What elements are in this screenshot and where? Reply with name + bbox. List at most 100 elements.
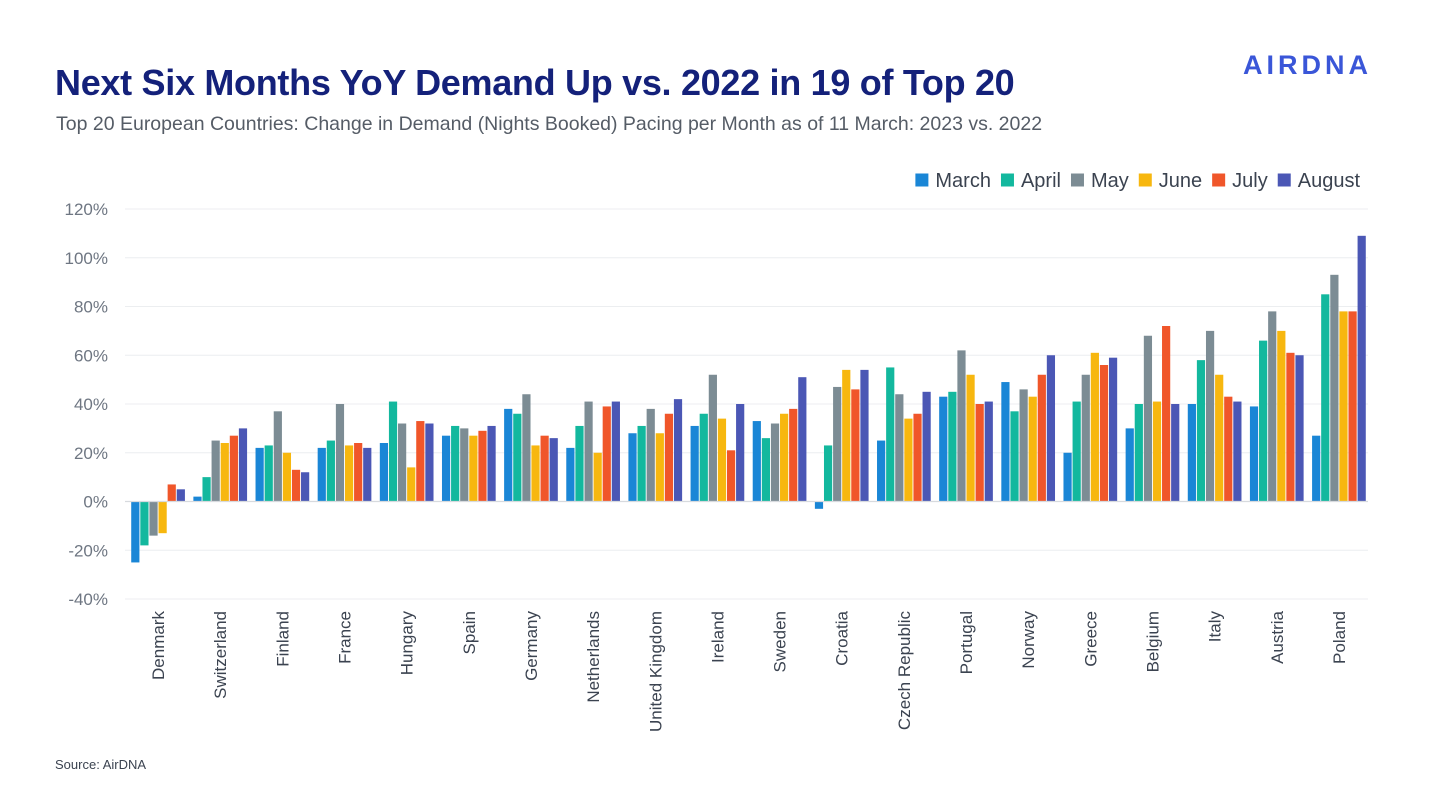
- bar-august-sweden: [798, 377, 807, 502]
- bar-august-belgium: [1171, 404, 1180, 502]
- legend-swatch-july: [1212, 173, 1226, 187]
- bar-march-poland: [1312, 435, 1321, 502]
- bar-august-germany: [549, 438, 558, 502]
- bar-may-belgium: [1143, 335, 1153, 502]
- legend-swatch-may: [1070, 173, 1084, 187]
- y-tick-label: -40%: [68, 590, 108, 609]
- bar-june-switzerland: [220, 443, 229, 502]
- x-category-label: Germany: [522, 611, 541, 681]
- legend-label-august: August: [1298, 170, 1361, 192]
- bar-march-sweden: [752, 421, 761, 502]
- y-tick-label: 120%: [65, 200, 108, 219]
- x-category-label: Spain: [460, 611, 479, 654]
- bars: [131, 235, 1366, 563]
- bar-july-hungary: [416, 421, 425, 502]
- bar-august-croatia: [860, 369, 869, 502]
- bar-may-hungary: [398, 423, 407, 502]
- y-tick-label: 20%: [74, 444, 108, 463]
- bar-august-poland: [1357, 235, 1366, 502]
- x-category-label: Denmark: [149, 611, 168, 680]
- gridlines: [125, 208, 1368, 600]
- bar-march-finland: [255, 447, 264, 502]
- bar-april-france: [326, 440, 335, 502]
- x-category-label: Greece: [1081, 611, 1100, 667]
- bar-march-denmark: [131, 501, 140, 563]
- bar-august-portugal: [984, 401, 993, 502]
- bar-july-united-kingdom: [664, 413, 674, 502]
- bar-august-czech-republic: [922, 391, 931, 502]
- bar-march-belgium: [1125, 428, 1134, 502]
- bar-may-switzerland: [211, 440, 220, 502]
- legend-swatch-april: [1000, 173, 1014, 187]
- bar-july-czech-republic: [913, 413, 922, 502]
- legend-label-april: April: [1021, 170, 1061, 192]
- bar-march-greece: [1063, 452, 1072, 502]
- x-category-label: Norway: [1019, 611, 1038, 669]
- bar-may-france: [335, 404, 345, 502]
- x-category-label: Czech Republic: [895, 611, 914, 731]
- bar-july-italy: [1224, 396, 1233, 502]
- x-category-label: Finland: [273, 611, 292, 667]
- chart-title: Next Six Months YoY Demand Up vs. 2022 i…: [55, 62, 1015, 103]
- bar-april-ireland: [699, 413, 708, 502]
- bar-july-greece: [1099, 365, 1109, 502]
- x-category-label: Hungary: [398, 611, 417, 676]
- bar-may-portugal: [957, 350, 966, 502]
- x-category-label: Netherlands: [584, 611, 603, 703]
- bar-june-croatia: [842, 369, 851, 502]
- y-axis-tick-labels: -40% -20% 0% 20% 40% 60% 80% 100% 120%: [65, 200, 108, 609]
- bar-july-austria: [1286, 352, 1295, 502]
- x-category-label: Belgium: [1143, 611, 1162, 672]
- x-axis-category-labels: Denmark Switzerland Finland France Hungary Sp…: [149, 610, 1349, 732]
- bar-august-greece: [1108, 357, 1118, 502]
- bar-july-poland: [1348, 311, 1357, 502]
- bar-june-norway: [1028, 396, 1037, 502]
- bar-july-germany: [540, 435, 549, 502]
- bar-august-france: [363, 447, 372, 502]
- bar-april-austria: [1259, 340, 1268, 502]
- bar-april-hungary: [388, 401, 398, 502]
- airdna-logo: AIRDNA: [1243, 50, 1372, 80]
- bar-july-norway: [1037, 374, 1046, 502]
- bar-april-united-kingdom: [637, 425, 646, 502]
- bar-june-netherlands: [593, 452, 602, 502]
- bar-july-netherlands: [602, 406, 611, 502]
- bar-march-united-kingdom: [628, 433, 637, 502]
- bar-march-croatia: [814, 501, 824, 509]
- bar-may-poland: [1330, 274, 1339, 502]
- bar-june-germany: [531, 445, 540, 502]
- bar-july-ireland: [726, 450, 736, 502]
- chart-subtitle: Top 20 European Countries: Change in Dem…: [56, 113, 1043, 135]
- bar-june-united-kingdom: [655, 433, 664, 502]
- y-tick-label: 0%: [83, 493, 108, 512]
- bar-august-netherlands: [611, 401, 620, 502]
- bar-march-czech-republic: [877, 440, 886, 502]
- bar-august-norway: [1046, 355, 1056, 502]
- bar-march-spain: [441, 435, 451, 502]
- bar-march-france: [317, 447, 326, 502]
- bar-june-france: [344, 445, 354, 502]
- bar-may-austria: [1268, 311, 1277, 502]
- x-category-label: United Kingdom: [646, 611, 665, 732]
- bar-april-sweden: [761, 438, 771, 502]
- bar-march-austria: [1249, 406, 1259, 502]
- bar-may-italy: [1205, 330, 1215, 502]
- bar-april-finland: [264, 445, 273, 502]
- bar-april-germany: [513, 413, 522, 502]
- bar-august-spain: [487, 425, 496, 502]
- x-category-label: Ireland: [708, 611, 727, 663]
- bar-july-switzerland: [229, 435, 238, 502]
- bar-june-portugal: [966, 374, 975, 502]
- bar-april-poland: [1321, 294, 1330, 502]
- legend-label-march: March: [935, 170, 991, 192]
- bar-august-united-kingdom: [673, 399, 683, 502]
- bar-june-czech-republic: [904, 418, 913, 502]
- bar-june-finland: [282, 452, 292, 502]
- bar-august-austria: [1295, 355, 1304, 502]
- bar-june-poland: [1339, 311, 1348, 502]
- bar-march-portugal: [939, 396, 948, 502]
- legend: March April May June July August: [915, 170, 1360, 192]
- bar-april-norway: [1010, 411, 1019, 502]
- x-category-label: Austria: [1268, 610, 1287, 663]
- legend-swatch-march: [915, 173, 929, 187]
